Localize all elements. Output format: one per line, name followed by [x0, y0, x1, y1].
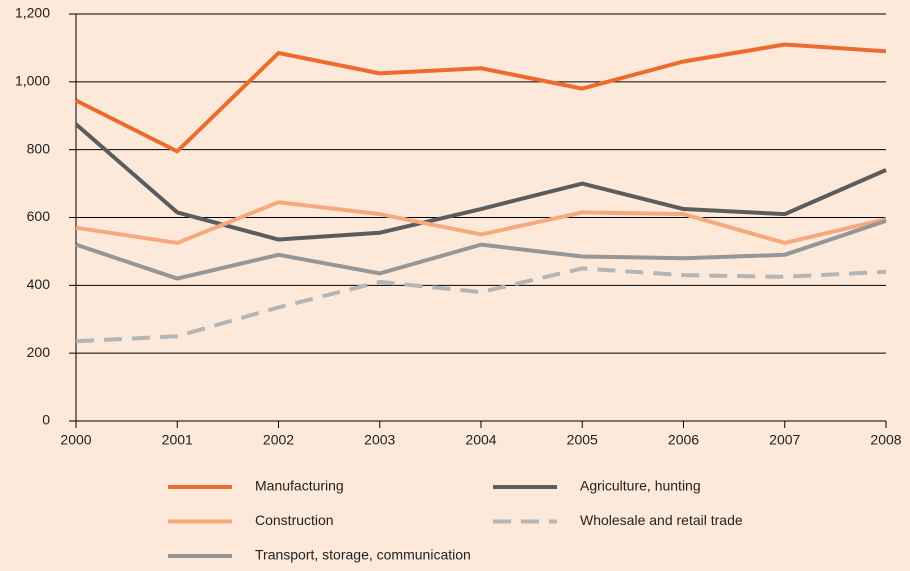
legend-label: Agriculture, hunting [580, 478, 701, 494]
x-tick-label: 2004 [465, 432, 496, 448]
y-tick-label: 1,000 [15, 73, 50, 89]
y-tick-label: 400 [27, 276, 51, 292]
x-tick-label: 2008 [870, 432, 901, 448]
y-tick-label: 800 [27, 140, 51, 156]
x-tick-label: 2006 [668, 432, 699, 448]
series-line [74, 122, 887, 242]
legend-label: Transport, storage, communication [255, 547, 471, 563]
legend-label: Construction [255, 512, 334, 528]
x-tick-label: 2001 [162, 432, 193, 448]
y-tick-label: 1,200 [15, 5, 50, 21]
y-tick-label: 0 [42, 412, 50, 428]
x-tick-label: 2000 [60, 432, 91, 448]
series-line [75, 266, 887, 344]
legend-label: Wholesale and retail trade [580, 512, 743, 528]
x-tick-label: 2002 [263, 432, 294, 448]
y-tick-label: 200 [27, 344, 51, 360]
series-line [75, 218, 887, 281]
x-tick-label: 2007 [769, 432, 800, 448]
series-line [75, 200, 887, 245]
x-tick-label: 2005 [567, 432, 598, 448]
y-tick-label: 600 [27, 208, 51, 224]
legend-label: Manufacturing [255, 478, 344, 494]
series-line [75, 42, 887, 154]
x-tick-label: 2003 [364, 432, 395, 448]
